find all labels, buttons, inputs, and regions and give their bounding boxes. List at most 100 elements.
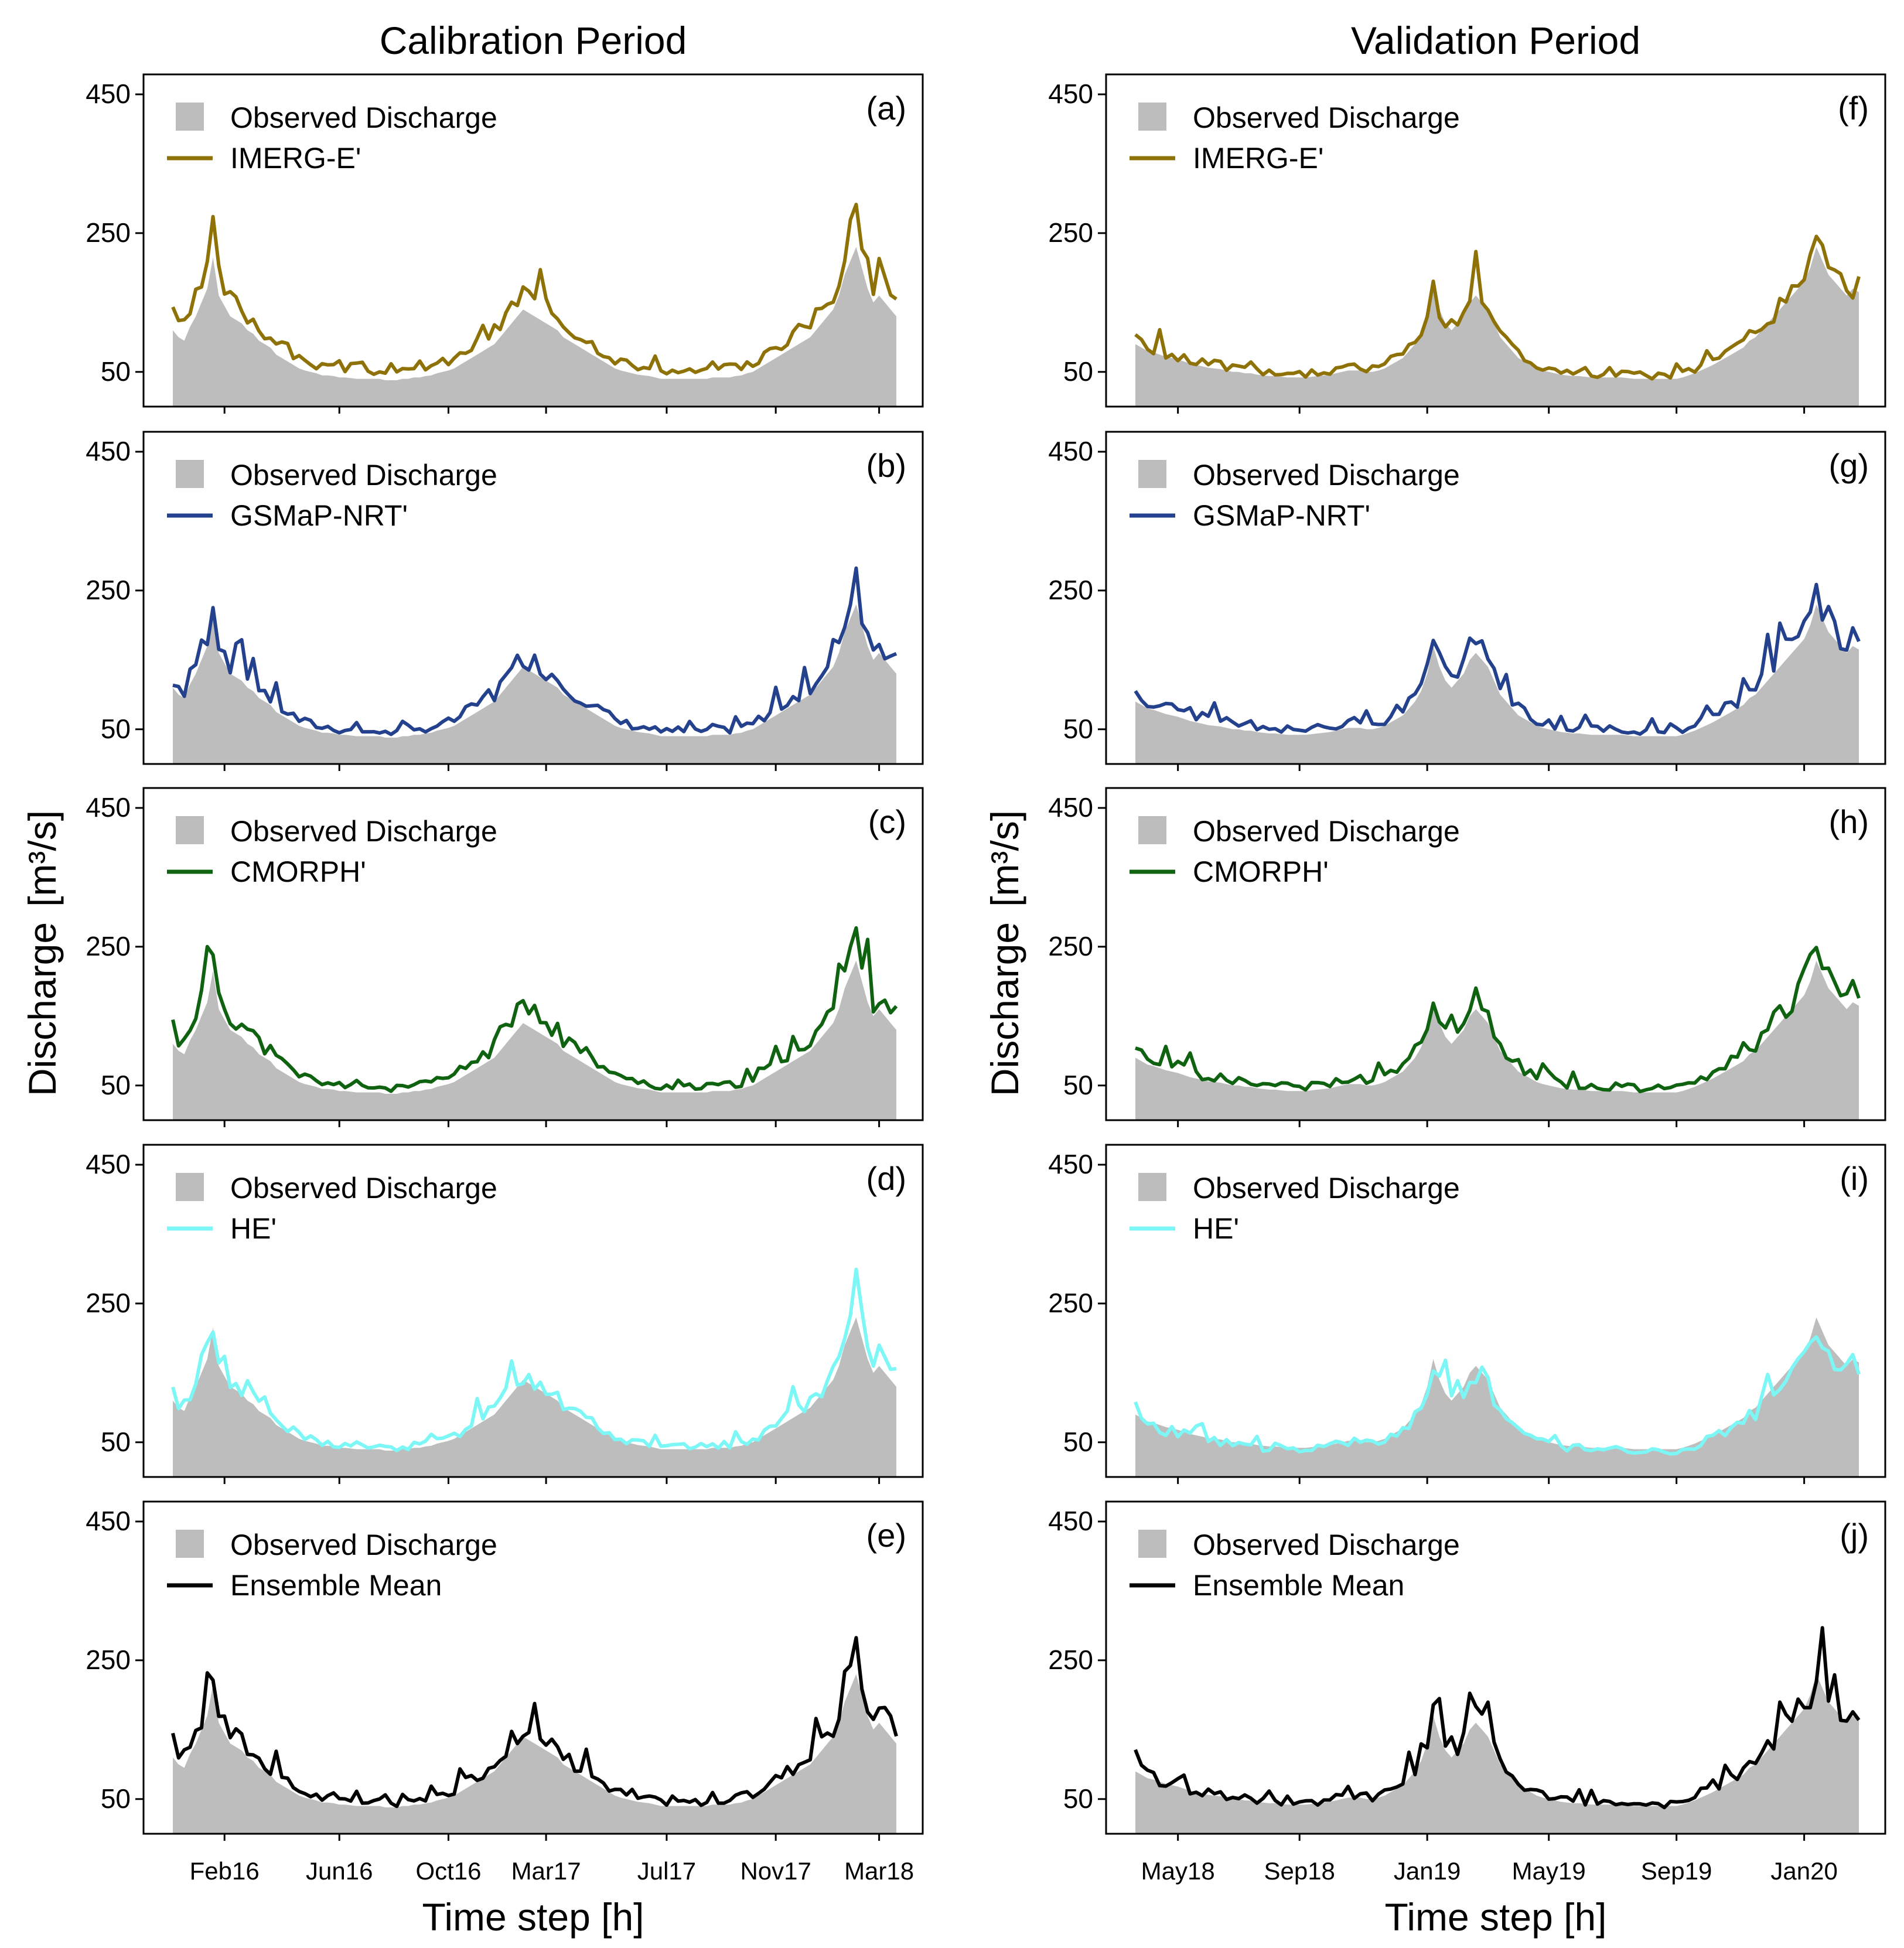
observed-discharge-area bbox=[173, 1317, 896, 1477]
y-axis-title-text: Discharge bbox=[983, 922, 1026, 1096]
legend-observed-swatch bbox=[1138, 460, 1166, 488]
y-tick-label: 250 bbox=[1048, 1645, 1093, 1675]
panel: 50 250 450 Observed Discharge Ensemble Mean (… bbox=[86, 1500, 924, 1841]
x-tick-label: Jun16 bbox=[306, 1857, 373, 1885]
chart-root: Calibration Period 50 250 450 Observed Disch… bbox=[21, 19, 1886, 1939]
y-tick-label: 250 bbox=[86, 217, 131, 248]
y-axis-title: Discharge [m³/s] bbox=[21, 810, 64, 1096]
legend-observed-swatch bbox=[176, 460, 204, 488]
legend-observed-label: Observed Discharge bbox=[1193, 1529, 1460, 1561]
y-tick-label: 50 bbox=[101, 714, 131, 744]
observed-discharge-area bbox=[173, 1674, 896, 1834]
legend-observed-swatch bbox=[1138, 1173, 1166, 1201]
y-tick-label: 450 bbox=[1048, 436, 1093, 466]
panel-frame bbox=[1105, 1500, 1886, 1835]
legend-series-label: HE' bbox=[230, 1212, 277, 1245]
y-tick-label: 250 bbox=[1048, 931, 1093, 961]
simulated-series-line bbox=[171, 203, 898, 376]
y-tick-label: 50 bbox=[1063, 1427, 1093, 1457]
y-tick-label: 50 bbox=[1063, 1783, 1093, 1814]
panel-letter: (c) bbox=[868, 803, 906, 840]
panel-frame bbox=[1105, 1144, 1886, 1478]
observed-discharge-area bbox=[173, 960, 896, 1120]
panel-letter: (g) bbox=[1829, 447, 1869, 484]
x-tick-label: Jan20 bbox=[1770, 1857, 1837, 1885]
column-title: Calibration Period bbox=[380, 19, 687, 62]
legend-observed-label: Observed Discharge bbox=[1193, 815, 1460, 848]
simulated-series-line bbox=[1135, 946, 1861, 1094]
legend-observed-swatch bbox=[176, 816, 204, 844]
y-tick-label: 450 bbox=[1048, 1506, 1093, 1536]
x-tick-label: Jul17 bbox=[637, 1857, 696, 1885]
panel: 50 250 450 Observed Discharge HE' (i) bbox=[1048, 1144, 1886, 1484]
x-tick-label: Jan19 bbox=[1394, 1857, 1461, 1885]
x-axis-title: Time step [h] bbox=[1384, 1895, 1606, 1939]
x-tick-label: May18 bbox=[1141, 1857, 1215, 1885]
panel-frame bbox=[142, 1500, 924, 1835]
observed-discharge-area bbox=[1135, 960, 1859, 1120]
simulated-series-line bbox=[172, 566, 898, 736]
y-tick-label: 250 bbox=[86, 931, 131, 961]
legend-series-label: IMERG-E' bbox=[1193, 142, 1323, 175]
observed-discharge-area bbox=[1135, 1317, 1859, 1477]
legend-observed-label: Observed Discharge bbox=[230, 1529, 497, 1561]
y-tick-label: 450 bbox=[86, 1506, 131, 1536]
y-axis-title-text: Discharge bbox=[21, 922, 64, 1096]
simulated-series-line bbox=[171, 1636, 898, 1809]
x-tick-label: Feb16 bbox=[190, 1857, 260, 1885]
legend-series-label: Ensemble Mean bbox=[1193, 1569, 1404, 1602]
legend-observed-swatch bbox=[1138, 103, 1166, 131]
legend-observed-swatch bbox=[176, 103, 204, 131]
simulated-series-line bbox=[171, 926, 898, 1093]
observed-discharge-area bbox=[1135, 247, 1859, 407]
legend-observed-label: Observed Discharge bbox=[230, 815, 497, 848]
panel-letter: (e) bbox=[866, 1517, 906, 1554]
simulated-series-line bbox=[171, 1267, 897, 1452]
y-tick-label: 50 bbox=[101, 1427, 131, 1457]
y-tick-label: 250 bbox=[1048, 1288, 1093, 1318]
simulated-series-line bbox=[1134, 1626, 1861, 1810]
y-axis-title: Discharge [m³/s] bbox=[983, 810, 1026, 1096]
y-tick-label: 50 bbox=[1063, 356, 1093, 387]
observed-discharge-area bbox=[173, 604, 896, 764]
panel: 50 250 450 Observed Discharge IMERG-E' (f) bbox=[1048, 73, 1886, 414]
y-tick-label: 250 bbox=[86, 575, 131, 605]
y-tick-label: 50 bbox=[101, 1783, 131, 1814]
panel: 50 250 450 Observed Discharge Ensemble Mean (… bbox=[1048, 1500, 1886, 1841]
y-tick-label: 450 bbox=[1048, 792, 1093, 823]
y-axis-unit: [m³/s] bbox=[983, 810, 1026, 907]
y-tick-label: 250 bbox=[86, 1645, 131, 1675]
y-tick-label: 250 bbox=[1048, 217, 1093, 248]
x-tick-label: May19 bbox=[1512, 1857, 1586, 1885]
y-tick-label: 250 bbox=[86, 1288, 131, 1318]
panel-letter: (h) bbox=[1829, 803, 1869, 840]
column-title: Validation Period bbox=[1351, 19, 1640, 62]
simulated-series-line bbox=[1134, 1335, 1861, 1456]
panel-letter: (b) bbox=[866, 447, 906, 484]
panel-frame bbox=[142, 73, 924, 408]
x-tick-label: Sep19 bbox=[1641, 1857, 1712, 1885]
observed-discharge-area bbox=[173, 247, 896, 407]
y-tick-label: 450 bbox=[1048, 79, 1093, 109]
panel-letter: (f) bbox=[1838, 90, 1869, 127]
observed-discharge-area bbox=[1135, 604, 1859, 764]
legend-observed-label: Observed Discharge bbox=[1193, 1172, 1460, 1205]
legend-series-label: GSMaP-NRT' bbox=[1193, 499, 1370, 532]
panel-letter: (d) bbox=[866, 1160, 906, 1197]
y-tick-label: 50 bbox=[101, 1070, 131, 1100]
panel-frame bbox=[142, 787, 924, 1121]
legend-series-label: CMORPH' bbox=[1193, 855, 1329, 888]
legend-observed-swatch bbox=[1138, 816, 1166, 844]
simulated-series-line bbox=[1134, 582, 1861, 736]
panel-letter: (j) bbox=[1840, 1517, 1869, 1554]
legend-series-label: Ensemble Mean bbox=[230, 1569, 442, 1602]
panel: 50 250 450 Observed Discharge IMERG-E' (a) bbox=[86, 73, 924, 414]
legend-observed-label: Observed Discharge bbox=[230, 101, 497, 134]
panel: 50 250 450 Observed Discharge GSMaP-NRT' (b) bbox=[86, 431, 924, 771]
observed-discharge-area bbox=[1135, 1674, 1859, 1834]
y-tick-label: 250 bbox=[1048, 575, 1093, 605]
panel: 50 250 450 Observed Discharge HE' (d) bbox=[86, 1144, 924, 1484]
legend-observed-swatch bbox=[176, 1173, 204, 1201]
panel: 50 250 450 Observed Discharge GSMaP-NRT' (g) bbox=[1048, 431, 1886, 771]
x-tick-label: Nov17 bbox=[740, 1857, 811, 1885]
